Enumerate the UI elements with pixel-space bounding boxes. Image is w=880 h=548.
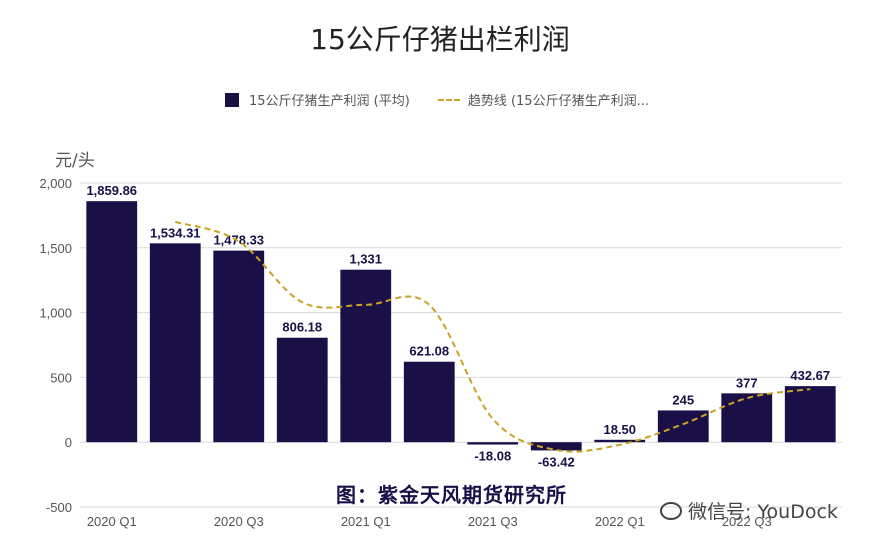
- y-tick-label: 1,500: [39, 241, 72, 256]
- watermark-text: 微信号: YouDock: [688, 501, 838, 523]
- y-tick-label: 500: [50, 370, 72, 385]
- x-tick-label: 2020 Q1: [87, 514, 137, 529]
- bar: [276, 337, 328, 443]
- data-label: -63.42: [538, 454, 575, 469]
- data-label: 806.18: [282, 320, 322, 335]
- wechat-watermark: 微信号: YouDock: [660, 497, 838, 524]
- data-label: 1,859.86: [86, 183, 137, 198]
- x-tick-label: 2021 Q3: [468, 514, 518, 529]
- legend-trend-swatch: [437, 98, 460, 101]
- y-tick-label: 1,000: [39, 306, 72, 321]
- data-label: 377: [736, 375, 758, 390]
- bar: [149, 243, 201, 443]
- bar: [530, 442, 582, 451]
- data-label: 432.67: [790, 368, 830, 383]
- bar: [467, 442, 519, 445]
- wechat-icon: [660, 501, 682, 520]
- bar: [403, 361, 455, 443]
- x-tick-label: 2022 Q3: [722, 514, 772, 529]
- data-label: 245: [672, 392, 694, 407]
- bar: [594, 439, 646, 443]
- bar: [340, 269, 392, 443]
- data-label: -18.08: [474, 449, 511, 464]
- source-credit: 图：紫金天风期货研究所: [336, 483, 567, 507]
- y-tick-label: -500: [46, 500, 72, 515]
- bar: [213, 250, 265, 443]
- x-tick-label: 2021 Q1: [341, 514, 391, 529]
- data-label: 621.08: [409, 344, 449, 359]
- data-label: 1,478.33: [213, 233, 264, 248]
- chart-title: 15公斤仔猪出栏利润: [310, 23, 570, 56]
- bar: [86, 201, 138, 443]
- data-label: 1,534.31: [150, 225, 201, 240]
- x-tick-label: 2020 Q3: [214, 514, 264, 529]
- bar: [721, 393, 773, 443]
- y-tick-label: 2,000: [39, 176, 72, 191]
- y-axis-unit: 元/头: [55, 151, 95, 171]
- chart-legend: 15公斤仔猪生产利润 (平均) 趋势线 (15公斤仔猪生产利润...: [225, 90, 649, 109]
- y-tick-label: 0: [65, 435, 72, 450]
- data-label: 1,331: [349, 252, 382, 267]
- bar: [657, 410, 709, 443]
- bar: [784, 386, 836, 443]
- legend-bar-label: 15公斤仔猪生产利润 (平均): [249, 94, 410, 109]
- trendline: [174, 220, 811, 453]
- x-tick-label: 2022 Q1: [595, 514, 645, 529]
- legend-trend-label: 趋势线 (15公斤仔猪生产利润...: [467, 94, 649, 109]
- data-label: 18.50: [603, 422, 636, 437]
- legend-bar-swatch: [225, 92, 239, 107]
